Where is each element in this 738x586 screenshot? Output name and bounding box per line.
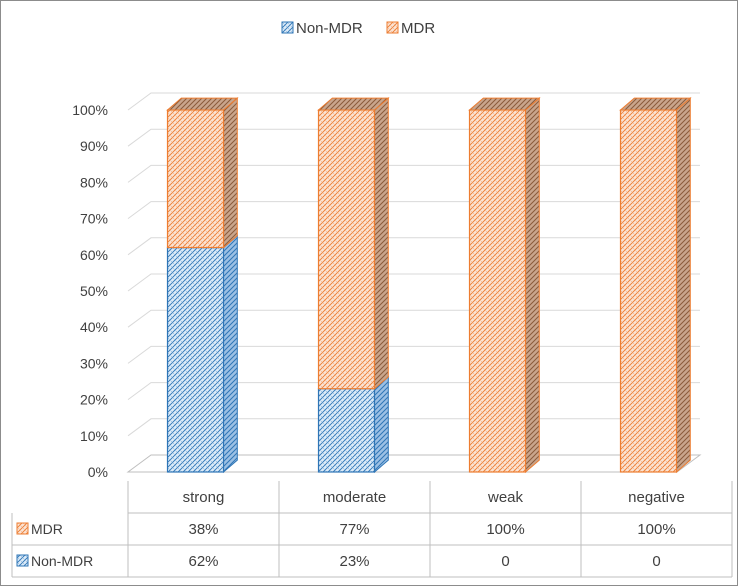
legend-label: Non-MDR	[296, 20, 363, 37]
y-tick-label: 20%	[80, 392, 108, 408]
table-category-label: strong	[183, 489, 225, 506]
y-tick-label: 10%	[80, 428, 108, 444]
y-tick-label: 30%	[80, 355, 108, 371]
table-cell-value: 77%	[339, 521, 369, 538]
table-cell-value: 38%	[188, 521, 218, 538]
bar-mdr-strong-side	[223, 97, 238, 249]
bar-non-mdr-moderate	[317, 388, 376, 473]
table-row-swatch	[16, 554, 29, 567]
bar-mdr-negative-side	[676, 97, 691, 474]
bar-mdr-strong	[166, 109, 225, 249]
table-category-label: negative	[628, 489, 685, 506]
bar-mdr-moderate-side	[374, 97, 389, 390]
legend-swatch-non-mdr	[281, 21, 294, 34]
legend-swatch-mdr	[386, 21, 399, 34]
bar-mdr-negative	[619, 109, 678, 473]
y-tick-label: 70%	[80, 211, 108, 227]
bar-mdr-strong-top	[166, 97, 239, 111]
table-category-label: moderate	[323, 489, 386, 506]
y-axis-ticks: 0% 10% 20% 30% 40% 50% 60% 70% 80% 90% 100%	[72, 102, 108, 480]
legend-label: MDR	[401, 20, 435, 37]
bar-non-mdr-moderate-side	[374, 375, 389, 474]
table-category-label: weak	[487, 489, 524, 506]
table-row-label: MDR	[31, 521, 63, 537]
y-tick-label: 80%	[80, 174, 108, 190]
bar-non-mdr-strong-side	[223, 234, 238, 474]
y-tick-label: 60%	[80, 247, 108, 263]
bar-mdr-weak-side	[525, 97, 540, 474]
y-tick-label: 90%	[80, 138, 108, 154]
bar-mdr-weak-top	[468, 97, 541, 111]
bar-mdr-moderate	[317, 109, 376, 390]
table-cell-value: 23%	[339, 553, 369, 570]
bar-mdr-weak	[468, 109, 527, 473]
y-tick-label: 100%	[72, 102, 108, 118]
y-tick-label: 0%	[88, 464, 108, 480]
table-row-label: Non-MDR	[31, 553, 93, 569]
bar-mdr-negative-top	[619, 97, 692, 111]
data-table: strong moderate weak negative MDR 38% 77% 100% 1…	[11, 481, 733, 578]
bar-non-mdr-strong	[166, 246, 225, 473]
table-cell-value: 0	[501, 553, 509, 570]
y-tick-label: 50%	[80, 283, 108, 299]
table-cell-value: 62%	[188, 553, 218, 570]
table-cell-value: 0	[652, 553, 660, 570]
gridline	[127, 92, 700, 111]
legend: Non-MDR MDR	[281, 20, 435, 37]
bar-mdr-moderate-top	[317, 97, 390, 111]
bars	[166, 97, 692, 474]
y-tick-label: 40%	[80, 319, 108, 335]
table-row-swatch	[16, 522, 29, 535]
table-cell-value: 100%	[486, 521, 524, 538]
table-cell-value: 100%	[637, 521, 675, 538]
